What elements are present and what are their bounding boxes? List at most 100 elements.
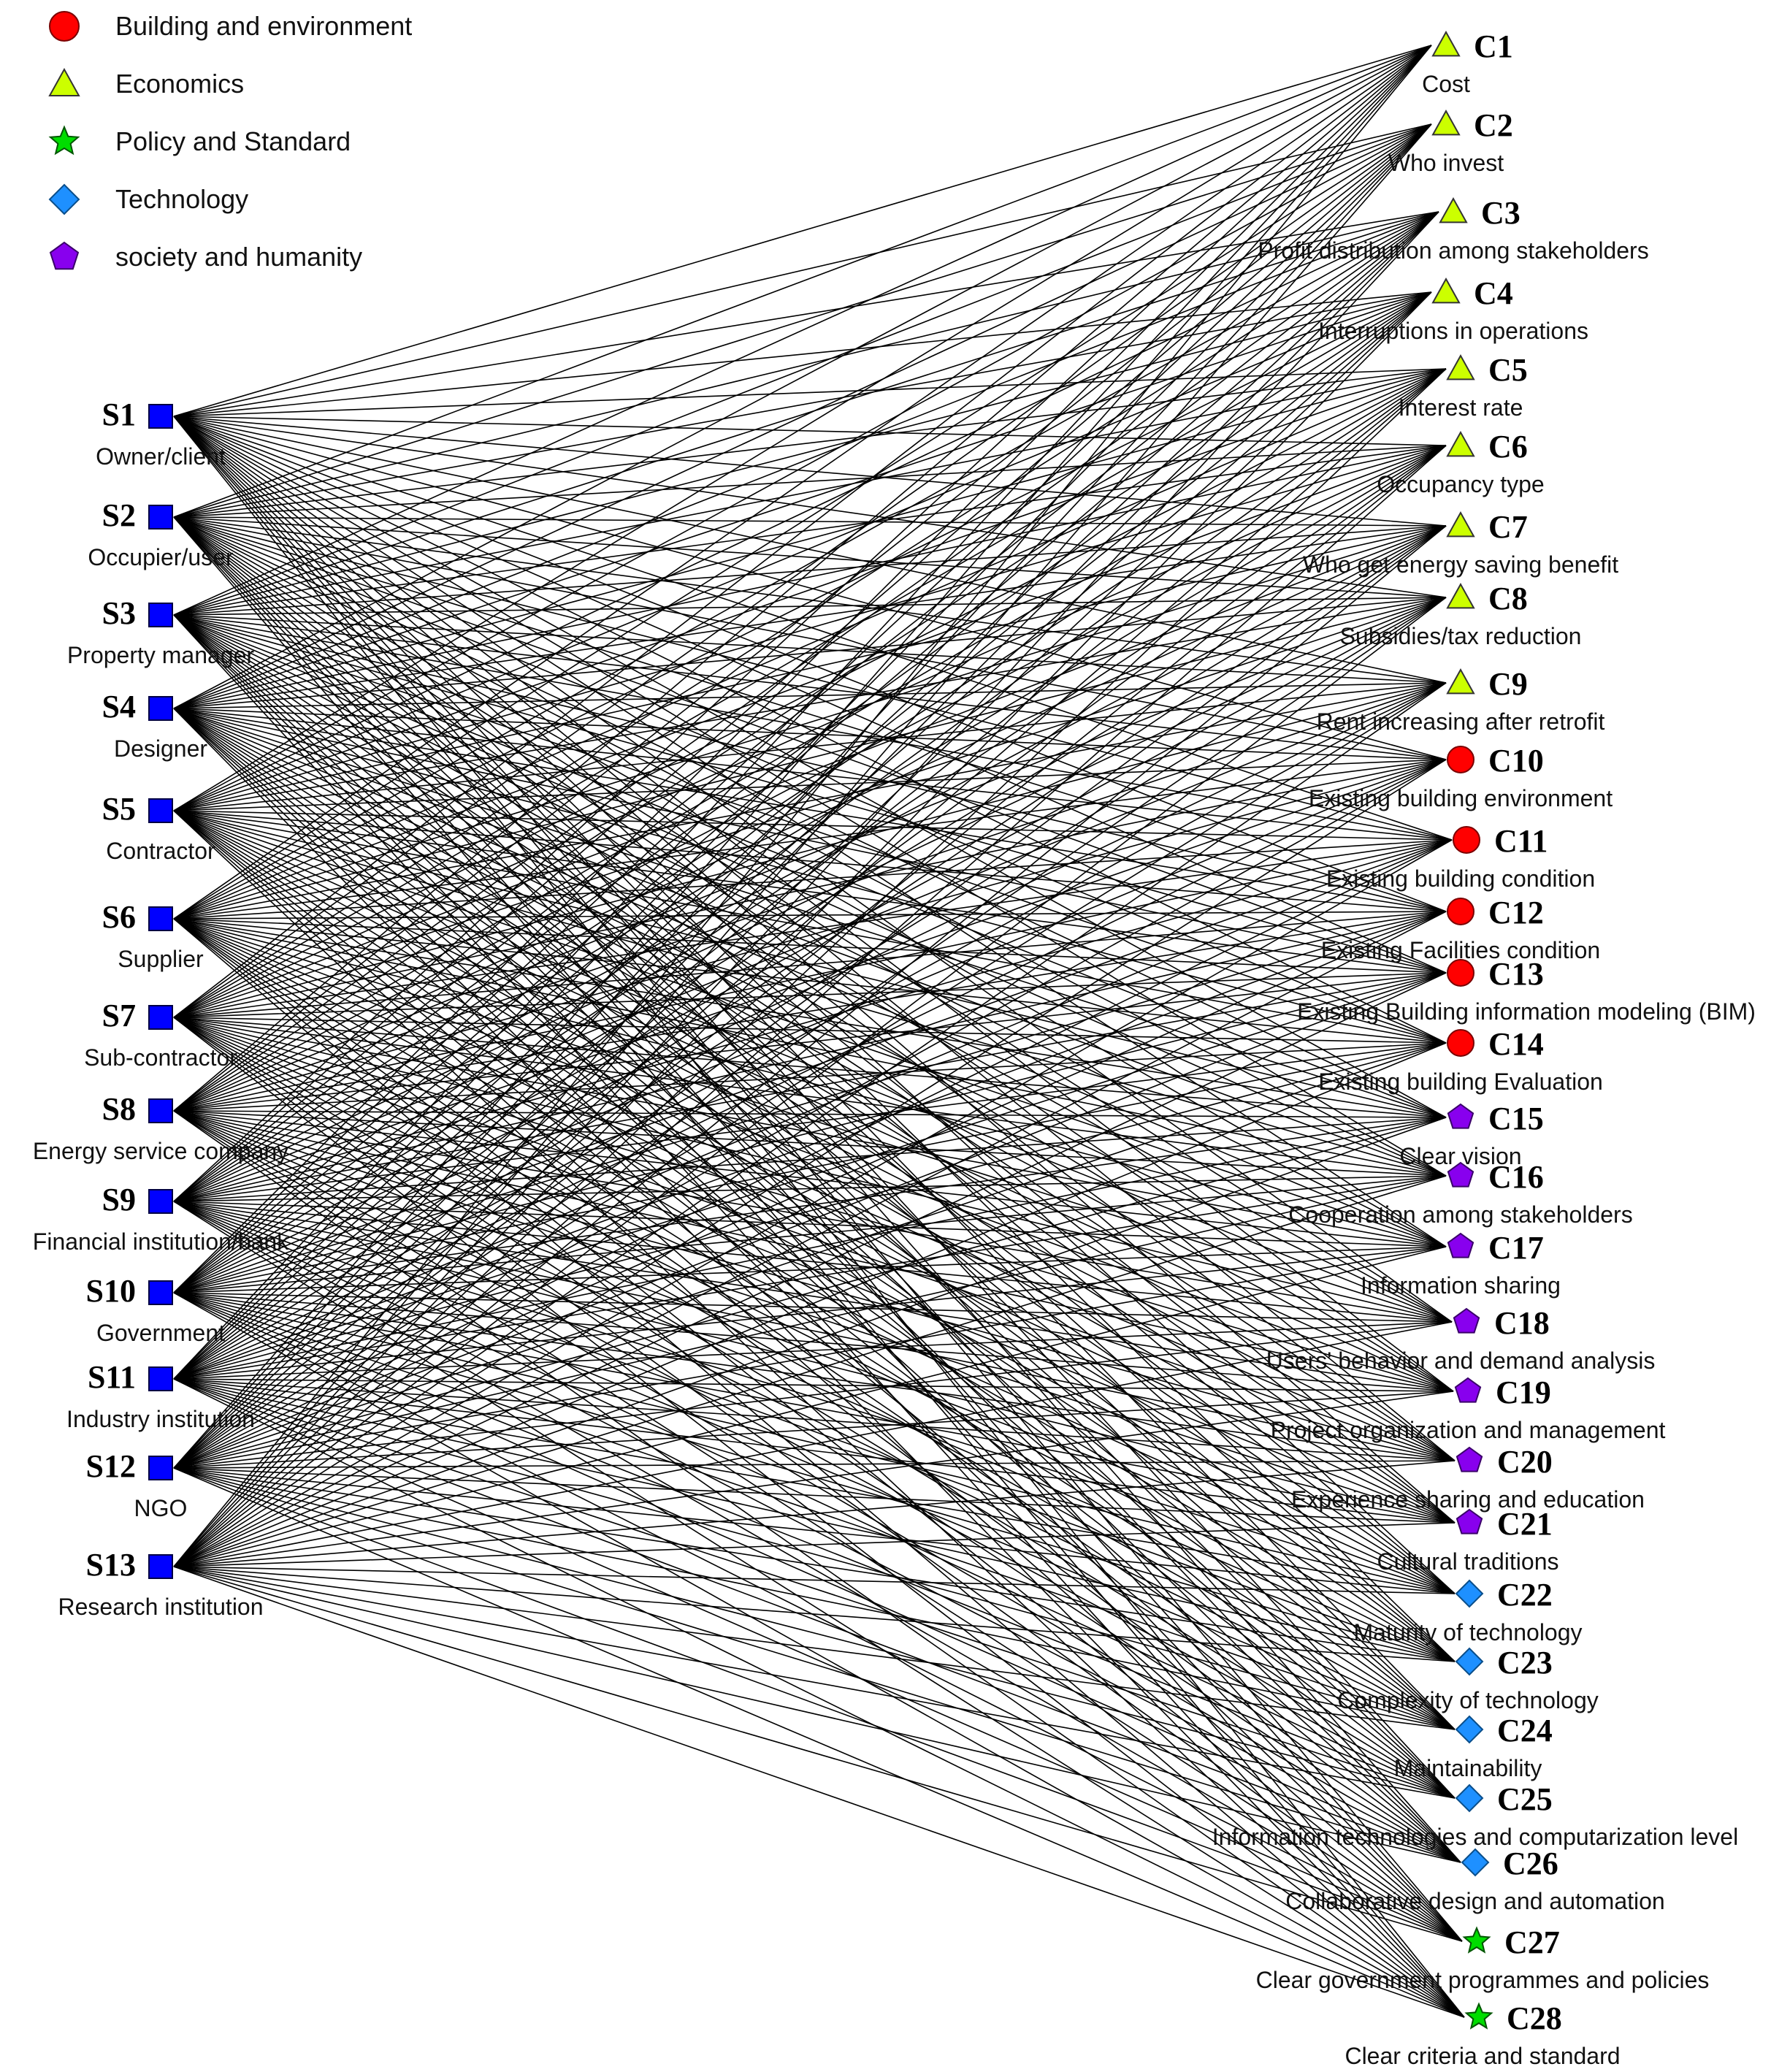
edge-s4-c15	[173, 708, 1447, 1118]
criterion-node-c15	[1447, 1103, 1474, 1129]
criterion-node-c11	[1453, 826, 1480, 854]
edge-s4-c2	[173, 123, 1432, 709]
edge-s11-c16	[173, 1175, 1447, 1380]
criterion-id-c4: C4	[1474, 275, 1513, 311]
edge-s8-c13	[173, 972, 1447, 1112]
edge-s4-c18	[173, 708, 1453, 1323]
edge-s3-c2	[173, 123, 1432, 616]
stakeholder-name-s13: Research institution	[58, 1594, 263, 1620]
edge-s12-c2	[173, 123, 1432, 1469]
edge-s11-c2	[173, 123, 1432, 1380]
edge-s12-c15	[173, 1117, 1447, 1469]
edge-s7-c24	[173, 1017, 1456, 1730]
edge-s8-c12	[173, 911, 1447, 1112]
edge-s12-c9	[173, 682, 1447, 1469]
edge-s13-c25	[173, 1566, 1456, 1799]
criterion-id-c25: C25	[1497, 1781, 1553, 1817]
edge-s12-c24	[173, 1467, 1456, 1730]
edge-s7-c1	[173, 45, 1432, 1018]
criterion-name-c4: Interruptions in operations	[1318, 318, 1588, 344]
stakeholder-node-s13	[148, 1554, 173, 1579]
edge-s8-c4	[173, 291, 1432, 1112]
edge-s6-c8	[173, 597, 1447, 920]
edge-s3-c11	[173, 614, 1453, 841]
criterion-node-c12	[1447, 898, 1474, 925]
edge-s13-c3	[173, 211, 1439, 1567]
edge-s9-c11	[173, 839, 1453, 1202]
edge-s2-c11	[173, 516, 1453, 841]
edge-s11-c4	[173, 291, 1432, 1380]
edge-s11-c19	[173, 1378, 1454, 1392]
edge-s1-c14	[173, 416, 1447, 1044]
edge-s7-c17	[173, 1017, 1447, 1247]
edge-s8-c21	[173, 1110, 1456, 1524]
criterion-name-c26: Collaborative design and automation	[1285, 1888, 1664, 1914]
edge-s12-c10	[173, 759, 1447, 1469]
stakeholder-nodes: S1 Owner/client S2 Occupier/user S3 Property …	[33, 397, 289, 1620]
edge-s4-c9	[173, 682, 1447, 709]
stakeholder-id-s6: S6	[102, 899, 136, 935]
edge-s13-c11	[173, 839, 1453, 1567]
edge-s4-c22	[173, 708, 1456, 1594]
edge-s12-c14	[173, 1042, 1447, 1469]
criterion-name-c9: Rent increasing after retrofit	[1317, 708, 1605, 735]
edge-s8-c9	[173, 682, 1447, 1112]
edge-s11-c15	[173, 1117, 1447, 1380]
edge-s2-c4	[173, 291, 1432, 518]
edge-s8-c10	[173, 759, 1447, 1112]
stakeholder-name-s3: Property manager	[67, 642, 254, 668]
criterion-name-c13: Existing Building information modeling (…	[1297, 998, 1756, 1025]
edge-s1-c10	[173, 416, 1447, 760]
edge-s10-c22	[173, 1292, 1456, 1594]
criterion-name-c27: Clear government programmes and policies	[1256, 1967, 1710, 1993]
edge-s4-c20	[173, 708, 1456, 1461]
edge-s3-c16	[173, 614, 1447, 1177]
criterion-id-c13: C13	[1488, 956, 1544, 992]
criterion-name-c20: Experience sharing and education	[1291, 1486, 1645, 1513]
criterion-id-c2: C2	[1474, 107, 1513, 143]
edge-s7-c13	[173, 972, 1447, 1018]
edge-s1-c19	[173, 416, 1454, 1392]
edge-s10-c8	[173, 597, 1447, 1293]
criterion-name-c7: Who get energy saving benefit	[1303, 551, 1618, 578]
stakeholder-id-s1: S1	[102, 397, 136, 432]
edge-s10-c6	[173, 445, 1447, 1293]
edge-s12-c25	[173, 1467, 1456, 1799]
edge-s9-c22	[173, 1201, 1456, 1594]
criterion-name-c1: Cost	[1422, 71, 1470, 97]
criterion-name-c18: Users' behavior and demand analysis	[1266, 1347, 1656, 1374]
edge-s3-c17	[173, 614, 1447, 1247]
edge-s4-c23	[173, 708, 1456, 1662]
stakeholder-node-s1	[148, 404, 173, 429]
criterion-id-c9: C9	[1488, 666, 1528, 702]
criterion-node-c1	[1431, 30, 1461, 57]
stakeholder-id-s9: S9	[102, 1182, 136, 1217]
edge-s4-c4	[173, 291, 1432, 709]
edge-s6-c26	[173, 918, 1461, 1863]
stakeholder-node-s4	[148, 696, 173, 721]
edge-s2-c8	[173, 516, 1447, 598]
edge-s13-c15	[173, 1117, 1447, 1567]
edge-s2-c6	[173, 445, 1447, 518]
edge-s5-c1	[173, 45, 1432, 811]
edge-s8-c1	[173, 45, 1432, 1112]
edge-s11-c24	[173, 1378, 1456, 1730]
edge-s1-c3	[173, 211, 1439, 417]
legend-label-building-and-environment: Building and environment	[115, 11, 412, 41]
edge-s11-c21	[173, 1378, 1456, 1524]
edge-s8-c3	[173, 211, 1439, 1112]
criterion-name-c28: Clear criteria and standard	[1344, 2043, 1620, 2069]
edge-s2-c24	[173, 516, 1456, 1730]
edge-s13-c5	[173, 368, 1447, 1567]
edge-s1-c4	[173, 291, 1432, 417]
stakeholder-node-s8	[148, 1098, 173, 1123]
edge-s12-c5	[173, 368, 1447, 1469]
legend-label-economics: Economics	[115, 69, 244, 99]
edge-s7-c28	[173, 1017, 1465, 2018]
edge-s5-c20	[173, 810, 1456, 1461]
edge-s12-c13	[173, 972, 1447, 1469]
edge-s5-c25	[173, 810, 1456, 1799]
edge-s6-c27	[173, 918, 1463, 1942]
edge-s12-c23	[173, 1467, 1456, 1662]
